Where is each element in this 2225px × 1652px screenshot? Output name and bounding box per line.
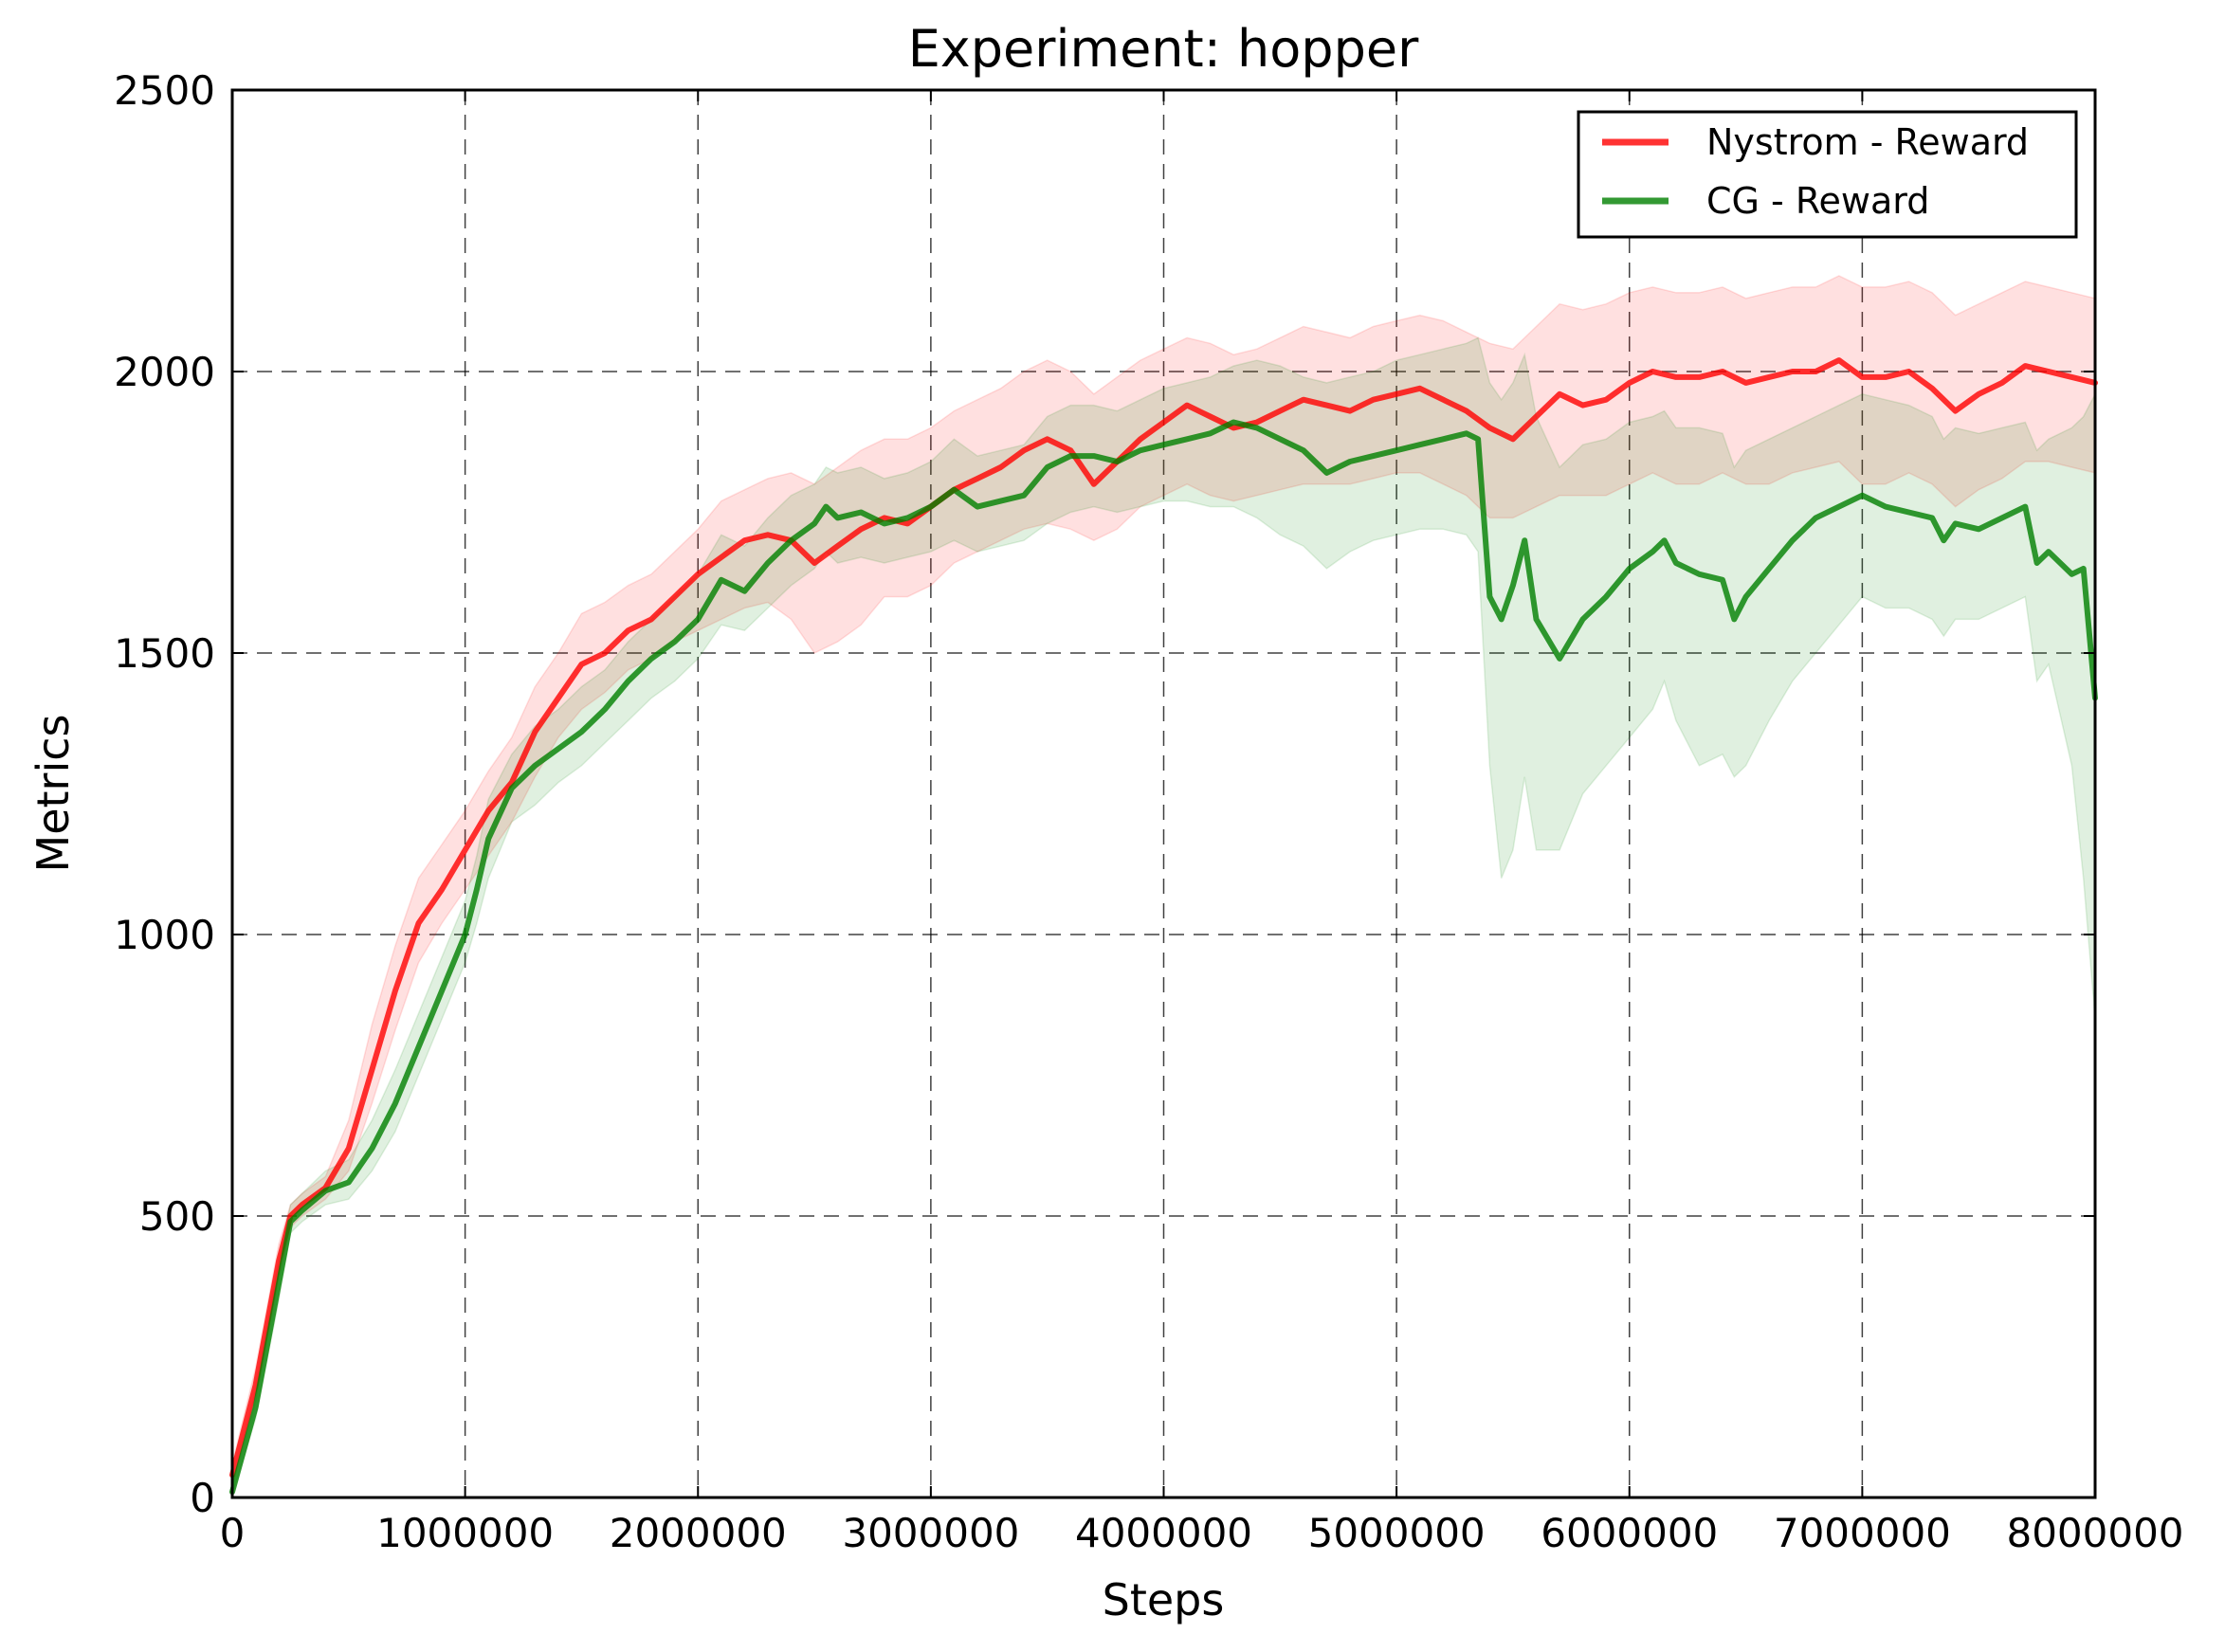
axis-ticks	[231, 89, 2096, 1498]
y-tick-label: 2500	[114, 67, 215, 114]
y-axis-title: Metrics	[27, 715, 79, 873]
x-tick-label: 3000000	[842, 1510, 1019, 1556]
line-nystrom-reward	[229, 357, 2098, 1479]
y-tick-label: 500	[139, 1193, 215, 1240]
x-tick-label: 1000000	[376, 1510, 554, 1556]
x-tick-label: 7000000	[1774, 1510, 1951, 1556]
y-tick-label: 1500	[114, 630, 215, 677]
x-axis-title: Steps	[1103, 1574, 1225, 1625]
y-tick-label: 0	[190, 1475, 215, 1521]
x-tick-label: 0	[220, 1510, 246, 1556]
chart-title: Experiment: hopper	[908, 19, 1419, 79]
x-tick-label: 4000000	[1075, 1510, 1252, 1556]
tick-labels: 0 1000000 2000000 3000000 4000000 5000000 6000…	[114, 67, 2183, 1556]
legend-label-nystrom: Nystrom - Reward	[1706, 121, 2029, 163]
legend-label-cg: CG - Reward	[1706, 180, 1929, 222]
x-tick-label: 6000000	[1541, 1510, 1718, 1556]
line-cg-reward	[229, 419, 2098, 1496]
y-tick-label: 2000	[114, 349, 215, 395]
series-lines	[229, 357, 2098, 1496]
x-tick-label: 5000000	[1308, 1510, 1486, 1556]
x-tick-label: 2000000	[610, 1510, 787, 1556]
legend: Nystrom - Reward CG - Reward	[1577, 110, 2078, 239]
y-tick-label: 1000	[114, 912, 215, 958]
x-tick-label: 8000000	[2006, 1510, 2183, 1556]
legend-box	[1577, 110, 2078, 239]
